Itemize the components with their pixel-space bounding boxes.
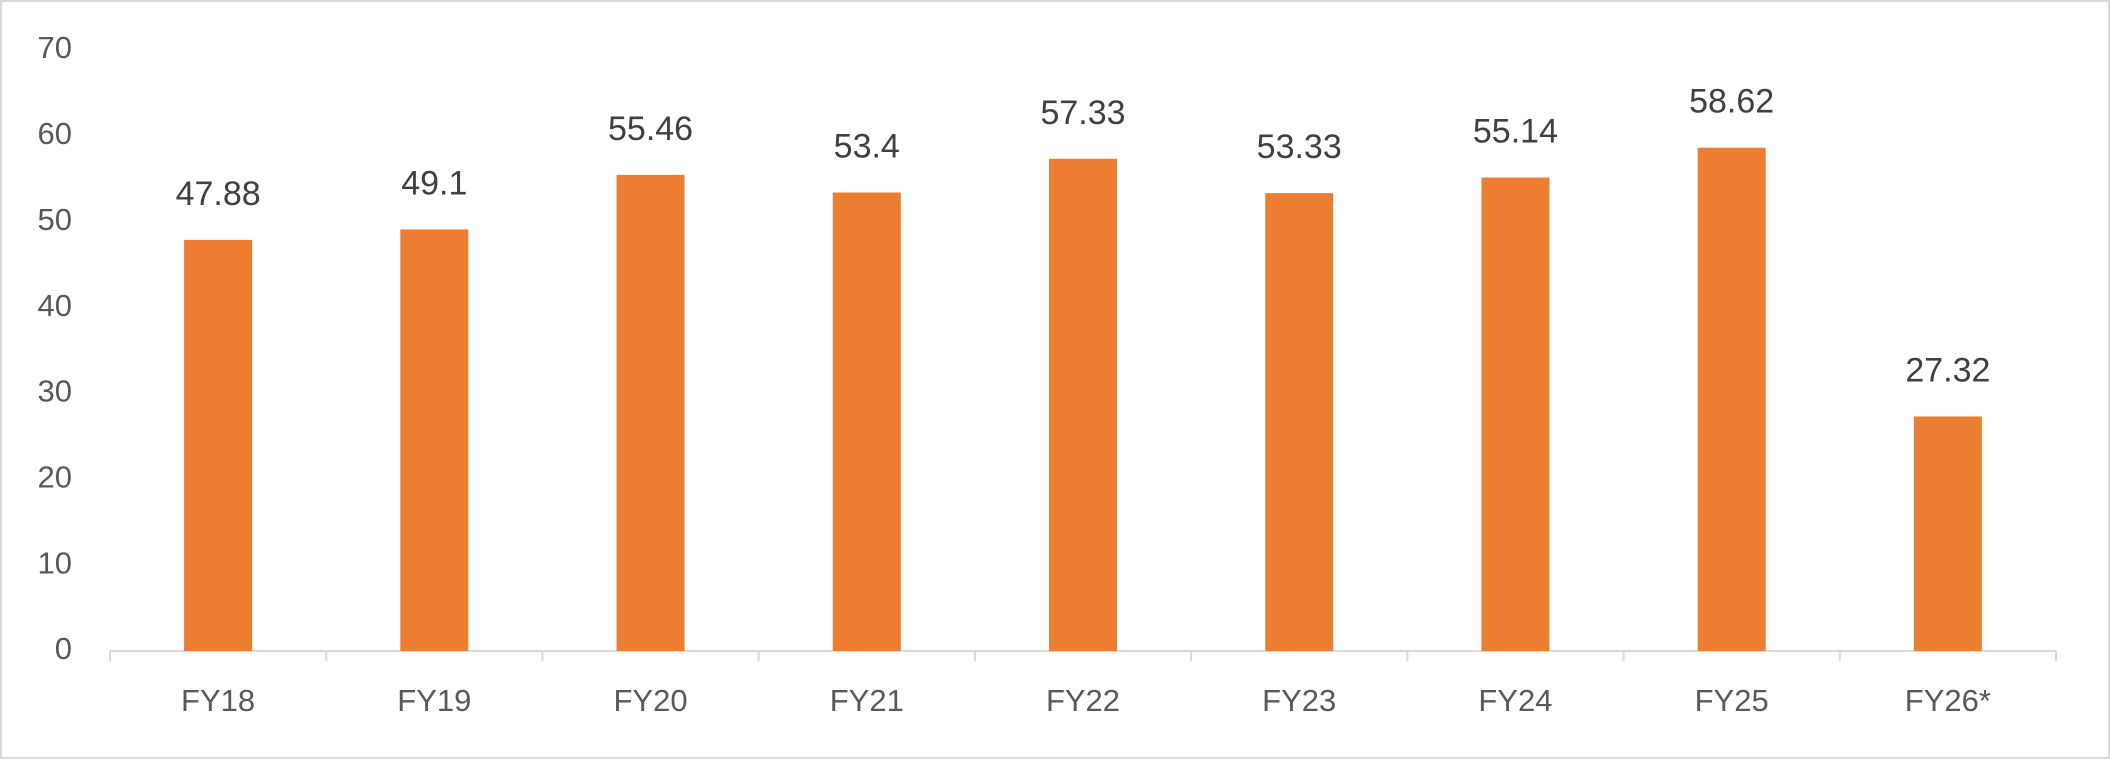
x-tick-label: FY18 — [181, 683, 255, 718]
y-tick-label: 30 — [38, 374, 72, 409]
y-tick-label: 50 — [38, 202, 72, 237]
y-tick-label: 10 — [38, 545, 72, 580]
bar — [1697, 147, 1766, 651]
data-label: 27.32 — [1905, 351, 1990, 389]
x-tick-label: FY24 — [1478, 683, 1552, 718]
bar — [400, 229, 469, 652]
bar — [616, 174, 685, 651]
bar — [1481, 177, 1550, 651]
data-label: 47.88 — [176, 175, 261, 213]
data-label: 49.1 — [401, 164, 467, 202]
data-label: 55.14 — [1473, 113, 1558, 151]
x-tick-label: FY22 — [1046, 683, 1120, 718]
data-label: 57.33 — [1040, 94, 1125, 132]
x-tick-label: FY20 — [614, 683, 688, 718]
bar — [1265, 193, 1334, 652]
x-tick-label: FY19 — [397, 683, 471, 718]
data-label: 58.62 — [1689, 83, 1774, 121]
x-tick-label: FY23 — [1262, 683, 1336, 718]
y-tick-label: 0 — [55, 631, 72, 666]
y-tick-label: 40 — [38, 288, 72, 323]
data-label: 55.46 — [608, 110, 693, 148]
y-tick-label: 60 — [38, 116, 72, 151]
y-tick-label: 20 — [38, 459, 72, 494]
bar — [184, 239, 253, 651]
data-label: 53.4 — [834, 128, 900, 166]
data-label: 53.33 — [1257, 128, 1342, 166]
x-tick-label: FY26* — [1905, 683, 1991, 718]
x-tick-label: FY25 — [1695, 683, 1769, 718]
y-tick-label: 70 — [38, 30, 72, 65]
bar — [1049, 158, 1117, 651]
bar — [1913, 416, 1982, 651]
x-tick-label: FY21 — [830, 683, 904, 718]
bar — [832, 192, 901, 651]
